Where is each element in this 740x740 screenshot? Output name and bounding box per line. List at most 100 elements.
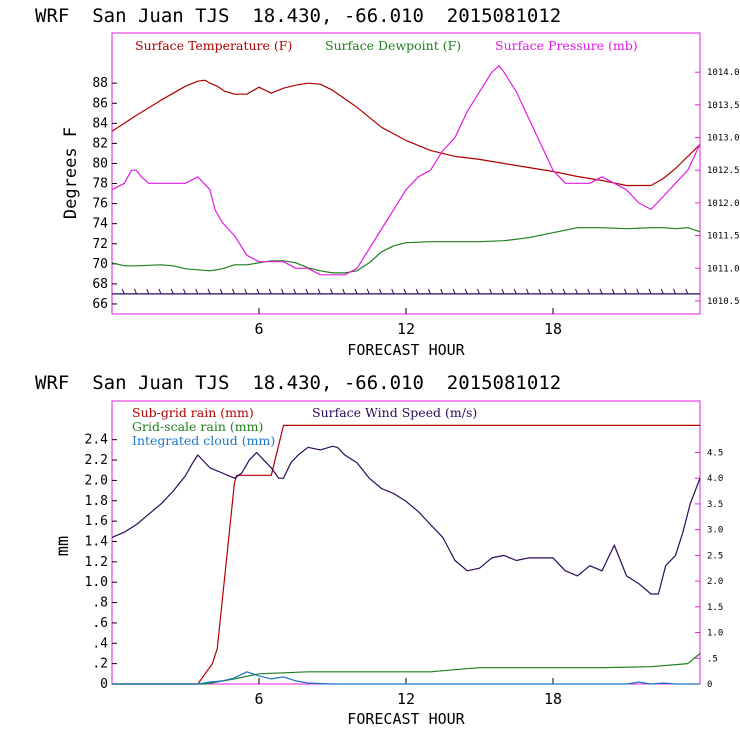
y2-tick-label: 1012.0 (707, 199, 740, 209)
chart-2-xlabel: FORECAST HOUR (347, 710, 465, 728)
y-tick-label: 2.4 (85, 433, 109, 448)
wind-barb (685, 288, 689, 295)
y2-tick-label: 1013.5 (707, 101, 740, 111)
legend-integrated-cloud: Integrated cloud (mm) (132, 433, 275, 448)
wind-barb (134, 288, 137, 295)
x-tick-label: 12 (397, 320, 415, 338)
y-tick-label: 1.8 (85, 494, 108, 509)
y-tick-label: 1.2 (85, 555, 108, 570)
y2-tick-label: 3.0 (707, 526, 723, 536)
legend-surface-pressure: Surface Pressure (mb) (495, 38, 638, 53)
y2-tick-label: .5 (707, 654, 718, 664)
y-tick-label: 76 (92, 197, 108, 212)
y2-tick-label: 1.0 (707, 629, 723, 639)
x-tick-label: 12 (397, 690, 415, 708)
wind-barb (195, 288, 199, 295)
chart-1-x-ticks: 6 12 18 (254, 308, 562, 338)
wind-barb (391, 288, 395, 295)
wind-barb (673, 288, 676, 295)
y-tick-label: .4 (92, 636, 108, 651)
y-tick-label: .6 (92, 616, 108, 631)
x-tick-label: 18 (544, 320, 562, 338)
wind-barb (330, 288, 333, 295)
series-line-sub-grid-rain-mm (112, 424, 700, 685)
series-line-surface-wind-speed-m-s (111, 445, 701, 595)
y-tick-label: 2.0 (85, 473, 108, 488)
y-tick-label: 1.0 (85, 575, 108, 590)
wind-barb (244, 288, 248, 295)
y-tick-label: 1.4 (85, 534, 109, 549)
y2-tick-label: 1011.0 (707, 264, 740, 274)
chart-1-y-ticks: 66 68 70 72 74 76 78 80 82 84 86 88 (92, 76, 117, 312)
chart-2-series (111, 424, 701, 685)
wind-barb (538, 288, 542, 295)
y-tick-label: 2.2 (85, 453, 108, 468)
chart-1-series (111, 65, 701, 295)
wind-barb (232, 288, 235, 295)
y-tick-label: 0 (100, 677, 108, 692)
y-tick-label: 68 (92, 277, 108, 292)
wind-barb (170, 288, 174, 295)
wind-barb (207, 288, 211, 295)
wind-barb (550, 288, 554, 295)
y-tick-label: 86 (92, 96, 108, 111)
y-tick-label: 72 (92, 237, 108, 252)
chart-2-y-ticks: 0 .2 .4 .6 .8 1.0 1.2 1.4 1.6 1.8 2.0 2.2 2.4 (85, 433, 117, 692)
y2-tick-label: 2.5 (707, 551, 723, 561)
wind-barb (464, 288, 468, 295)
legend-surface-temperature: Surface Temperature (F) (135, 38, 292, 53)
wind-barb (501, 288, 505, 295)
wind-barb (611, 288, 615, 295)
legend-surface-wind-speed: Surface Wind Speed (m/s) (312, 405, 477, 420)
wind-barb (183, 288, 186, 295)
wind-barb (379, 288, 382, 295)
wind-barb (293, 288, 297, 295)
chart-1-title: WRF San Juan TJS 18.430, -66.010 2015081… (35, 5, 561, 27)
wind-barb (415, 288, 419, 295)
y-tick-label: 82 (92, 136, 108, 151)
legend-grid-scale-rain: Grid-scale rain (mm) (132, 419, 263, 434)
legend-surface-dewpoint: Surface Dewpoint (F) (325, 38, 461, 53)
chart-2-ylabel: mm (53, 536, 73, 556)
x-tick-label: 6 (254, 320, 263, 338)
chart-2: WRF San Juan TJS 18.430, -66.010 2015081… (35, 372, 723, 728)
wind-barb (660, 288, 664, 295)
chart-1-y2-ticks: 1010.5 1011.0 1011.5 1012.0 1012.5 1013.0 1013… (695, 68, 740, 307)
y2-tick-label: 1010.5 (707, 297, 740, 307)
series-line-integrated-cloud-mm (112, 671, 700, 685)
y-tick-label: 84 (92, 116, 108, 131)
wind-barb (281, 288, 284, 295)
y2-tick-label: 1.5 (707, 603, 723, 613)
wind-barb (317, 288, 321, 295)
wind-barb (599, 288, 603, 295)
wind-barb (354, 288, 358, 295)
wind-barb (219, 288, 223, 295)
chart-1-ylabel: Degrees F (61, 127, 81, 219)
wind-barb (366, 288, 370, 295)
y2-tick-label: 4.5 (707, 448, 723, 458)
wind-barb (268, 288, 272, 295)
wind-barb (121, 288, 125, 295)
y-tick-label: .2 (92, 657, 108, 672)
y-tick-label: .8 (92, 596, 108, 611)
wind-barb (526, 288, 529, 295)
wind-barb (452, 288, 456, 295)
y-tick-label: 88 (92, 76, 108, 91)
y2-tick-label: 1013.0 (707, 134, 740, 144)
chart-2-title: WRF San Juan TJS 18.430, -66.010 2015081… (35, 372, 561, 394)
y-tick-label: 74 (92, 217, 108, 232)
wind-barb (587, 288, 591, 295)
wind-barb (624, 288, 627, 295)
y-tick-label: 66 (92, 297, 108, 312)
wind-barb (403, 288, 407, 295)
wind-barb (489, 288, 493, 295)
y-tick-label: 70 (92, 257, 108, 272)
x-tick-label: 6 (254, 690, 263, 708)
chart-2-y2-ticks: 0 .5 1.0 1.5 2.0 2.5 3.0 3.5 4.0 4.5 (695, 448, 723, 690)
chart-1-xlabel: FORECAST HOUR (347, 341, 465, 359)
wind-barb (636, 288, 640, 295)
wind-barb (562, 288, 566, 295)
wind-barb (513, 288, 517, 295)
wind-barb (477, 288, 480, 295)
